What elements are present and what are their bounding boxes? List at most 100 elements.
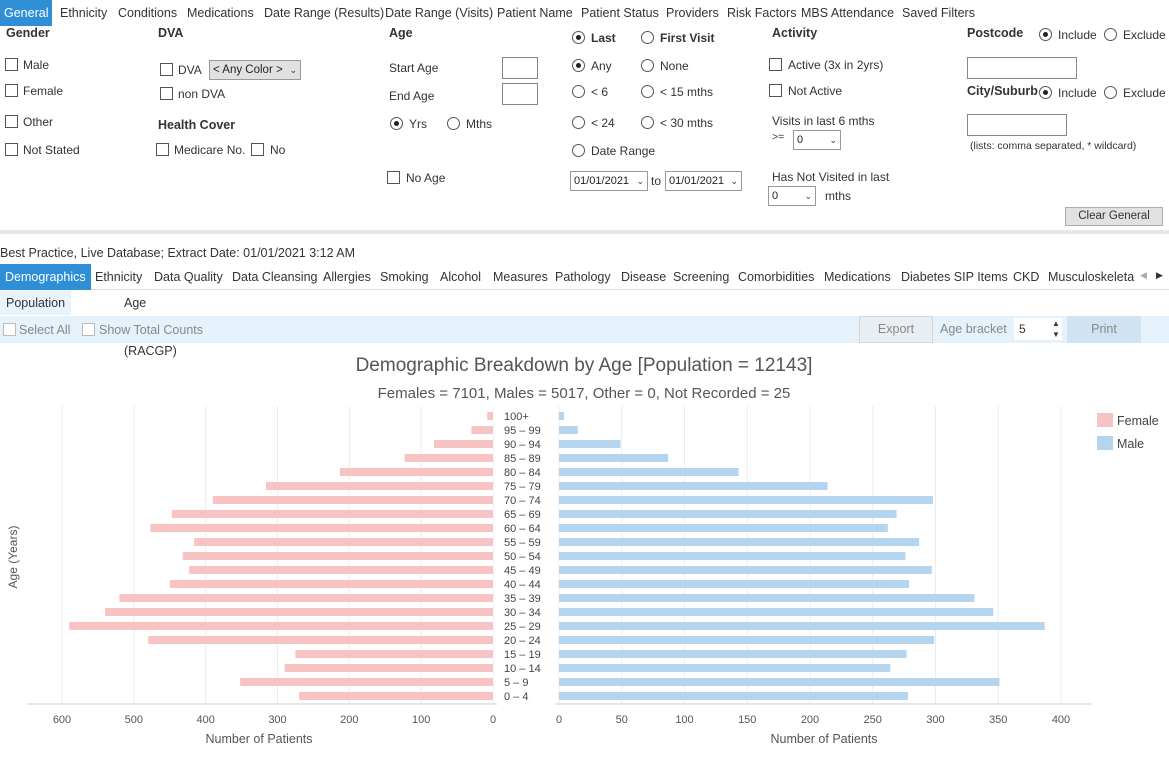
tab-conditions[interactable]: Conditions bbox=[118, 6, 178, 20]
tab-comorbidities[interactable]: Comorbidities bbox=[738, 270, 815, 284]
not-visited-select[interactable]: 0 ⌄ bbox=[768, 186, 816, 206]
date-from-select[interactable]: 01/01/2021 ⌄ bbox=[570, 171, 648, 191]
tab-ethnicity-report[interactable]: Ethnicity bbox=[95, 270, 143, 284]
last-radio[interactable] bbox=[572, 31, 585, 44]
male-bar bbox=[559, 622, 1045, 630]
tab-disease[interactable]: Disease bbox=[621, 270, 667, 284]
lt6-radio[interactable] bbox=[572, 85, 585, 98]
tab-screening[interactable]: Screening bbox=[673, 270, 730, 284]
tab-medications[interactable]: Medications bbox=[187, 6, 254, 20]
male-bar bbox=[559, 440, 621, 448]
tab-diabetes-sip[interactable]: Diabetes SIP Items bbox=[901, 270, 1008, 284]
dva-checkbox[interactable] bbox=[160, 63, 173, 76]
lt24-radio[interactable] bbox=[572, 116, 585, 129]
tab-saved-filters[interactable]: Saved Filters bbox=[902, 6, 975, 20]
tab-general[interactable]: General bbox=[0, 0, 53, 26]
date-from-value: 01/01/2021 bbox=[574, 175, 630, 187]
city-include-radio[interactable] bbox=[1039, 86, 1052, 99]
visits6-select[interactable]: 0 ⌄ bbox=[793, 130, 841, 150]
scroll-left-icon[interactable]: ◀ bbox=[1140, 270, 1147, 280]
x-tick-label-right: 0 bbox=[556, 714, 562, 726]
legend-label-female[interactable]: Female bbox=[1117, 414, 1159, 428]
age-bracket-input[interactable]: 5 ▲ ▼ bbox=[1014, 318, 1062, 340]
export-button[interactable]: Export bbox=[859, 316, 933, 343]
start-age-input[interactable] bbox=[502, 57, 538, 79]
tab-musculoskeletal[interactable]: Musculoskeletal bbox=[1048, 270, 1135, 284]
active-checkbox[interactable] bbox=[769, 58, 782, 71]
male-bar bbox=[559, 426, 578, 434]
non-dva-checkbox[interactable] bbox=[160, 87, 173, 100]
medicare-checkbox[interactable] bbox=[156, 143, 169, 156]
date-range-radio[interactable] bbox=[572, 144, 585, 157]
end-age-input[interactable] bbox=[502, 83, 538, 105]
postcode-exclude-radio[interactable] bbox=[1104, 28, 1117, 41]
tab-providers[interactable]: Providers bbox=[666, 6, 719, 20]
tab-alcohol[interactable]: Alcohol bbox=[440, 270, 481, 284]
lt15-label: < 15 mths bbox=[660, 85, 714, 99]
tab-ckd[interactable]: CKD bbox=[1013, 270, 1040, 284]
tab-date-range-results[interactable]: Date Range (Results) bbox=[264, 6, 385, 20]
city-input[interactable] bbox=[967, 114, 1067, 136]
tab-demographics[interactable]: Demographics bbox=[0, 264, 91, 290]
date-to-select[interactable]: 01/01/2021 ⌄ bbox=[665, 171, 742, 191]
female-bar bbox=[404, 454, 493, 462]
lt30-radio[interactable] bbox=[641, 116, 654, 129]
postcode-input[interactable] bbox=[967, 57, 1077, 79]
clear-general-button[interactable]: Clear General bbox=[1065, 207, 1163, 226]
dva-color-select[interactable]: < Any Color > ⌄ bbox=[209, 60, 301, 80]
tab-patient-name[interactable]: Patient Name bbox=[497, 6, 573, 20]
print-button[interactable]: Print bbox=[1067, 316, 1141, 343]
other-checkbox[interactable] bbox=[5, 115, 18, 128]
tab-risk-factors[interactable]: Risk Factors bbox=[727, 6, 797, 20]
tab-ethnicity[interactable]: Ethnicity bbox=[60, 6, 108, 20]
first-visit-radio[interactable] bbox=[641, 31, 654, 44]
spin-up-icon[interactable]: ▲ bbox=[1052, 319, 1060, 328]
male-checkbox[interactable] bbox=[5, 58, 18, 71]
no-age-checkbox[interactable] bbox=[387, 171, 400, 184]
tab-data-quality[interactable]: Data Quality bbox=[154, 270, 223, 284]
none-radio[interactable] bbox=[641, 59, 654, 72]
tab-measures[interactable]: Measures bbox=[493, 270, 548, 284]
not-visited-label: Has Not Visited in last bbox=[772, 170, 890, 184]
tab-patient-status[interactable]: Patient Status bbox=[581, 6, 659, 20]
x-tick-label-right: 400 bbox=[1052, 714, 1070, 726]
not-stated-checkbox[interactable] bbox=[5, 143, 18, 156]
yrs-radio[interactable] bbox=[390, 117, 403, 130]
chevron-down-icon: ⌄ bbox=[636, 176, 644, 186]
end-age-label: End Age bbox=[389, 89, 435, 103]
tab-smoking[interactable]: Smoking bbox=[380, 270, 429, 284]
tab-pathology[interactable]: Pathology bbox=[555, 270, 611, 284]
scroll-right-icon[interactable]: ▶ bbox=[1156, 270, 1163, 280]
tab-allergies[interactable]: Allergies bbox=[323, 270, 371, 284]
female-bar bbox=[182, 552, 493, 560]
other-label: Other bbox=[23, 115, 54, 129]
legend-swatch-male bbox=[1097, 436, 1113, 450]
age-category-label: 55 – 59 bbox=[504, 537, 541, 549]
tab-date-range-visits[interactable]: Date Range (Visits) bbox=[385, 6, 494, 20]
city-heading: City/Suburb bbox=[967, 84, 1038, 98]
not-stated-label: Not Stated bbox=[23, 143, 80, 157]
tab-age-profile[interactable]: Age Profile (RACGP) bbox=[124, 296, 177, 358]
no-medicare-checkbox[interactable] bbox=[251, 143, 264, 156]
tab-mbs-attendance[interactable]: MBS Attendance bbox=[801, 6, 895, 20]
chevron-down-icon: ⌄ bbox=[829, 135, 837, 145]
mths-radio[interactable] bbox=[447, 117, 460, 130]
postcode-include-radio[interactable] bbox=[1039, 28, 1052, 41]
any-radio[interactable] bbox=[572, 59, 585, 72]
female-bar bbox=[295, 650, 493, 658]
report-tabs: Demographics Ethnicity Data Quality Data… bbox=[0, 264, 1169, 290]
female-checkbox[interactable] bbox=[5, 84, 18, 97]
select-all-checkbox[interactable] bbox=[3, 323, 16, 336]
show-total-checkbox[interactable] bbox=[82, 323, 95, 336]
city-exclude-radio[interactable] bbox=[1104, 86, 1117, 99]
postcode-include-label: Include bbox=[1058, 28, 1097, 42]
lt15-radio[interactable] bbox=[641, 85, 654, 98]
legend-label-male[interactable]: Male bbox=[1117, 437, 1144, 451]
not-active-checkbox[interactable] bbox=[769, 84, 782, 97]
tab-medications-report[interactable]: Medications bbox=[824, 270, 891, 284]
age-category-label: 80 – 84 bbox=[504, 467, 541, 479]
spin-down-icon[interactable]: ▼ bbox=[1052, 330, 1060, 339]
tab-data-cleansing[interactable]: Data Cleansing bbox=[232, 270, 318, 284]
female-bar bbox=[150, 524, 494, 532]
tab-population-pyramid[interactable]: Population Pyramid bbox=[0, 291, 72, 334]
